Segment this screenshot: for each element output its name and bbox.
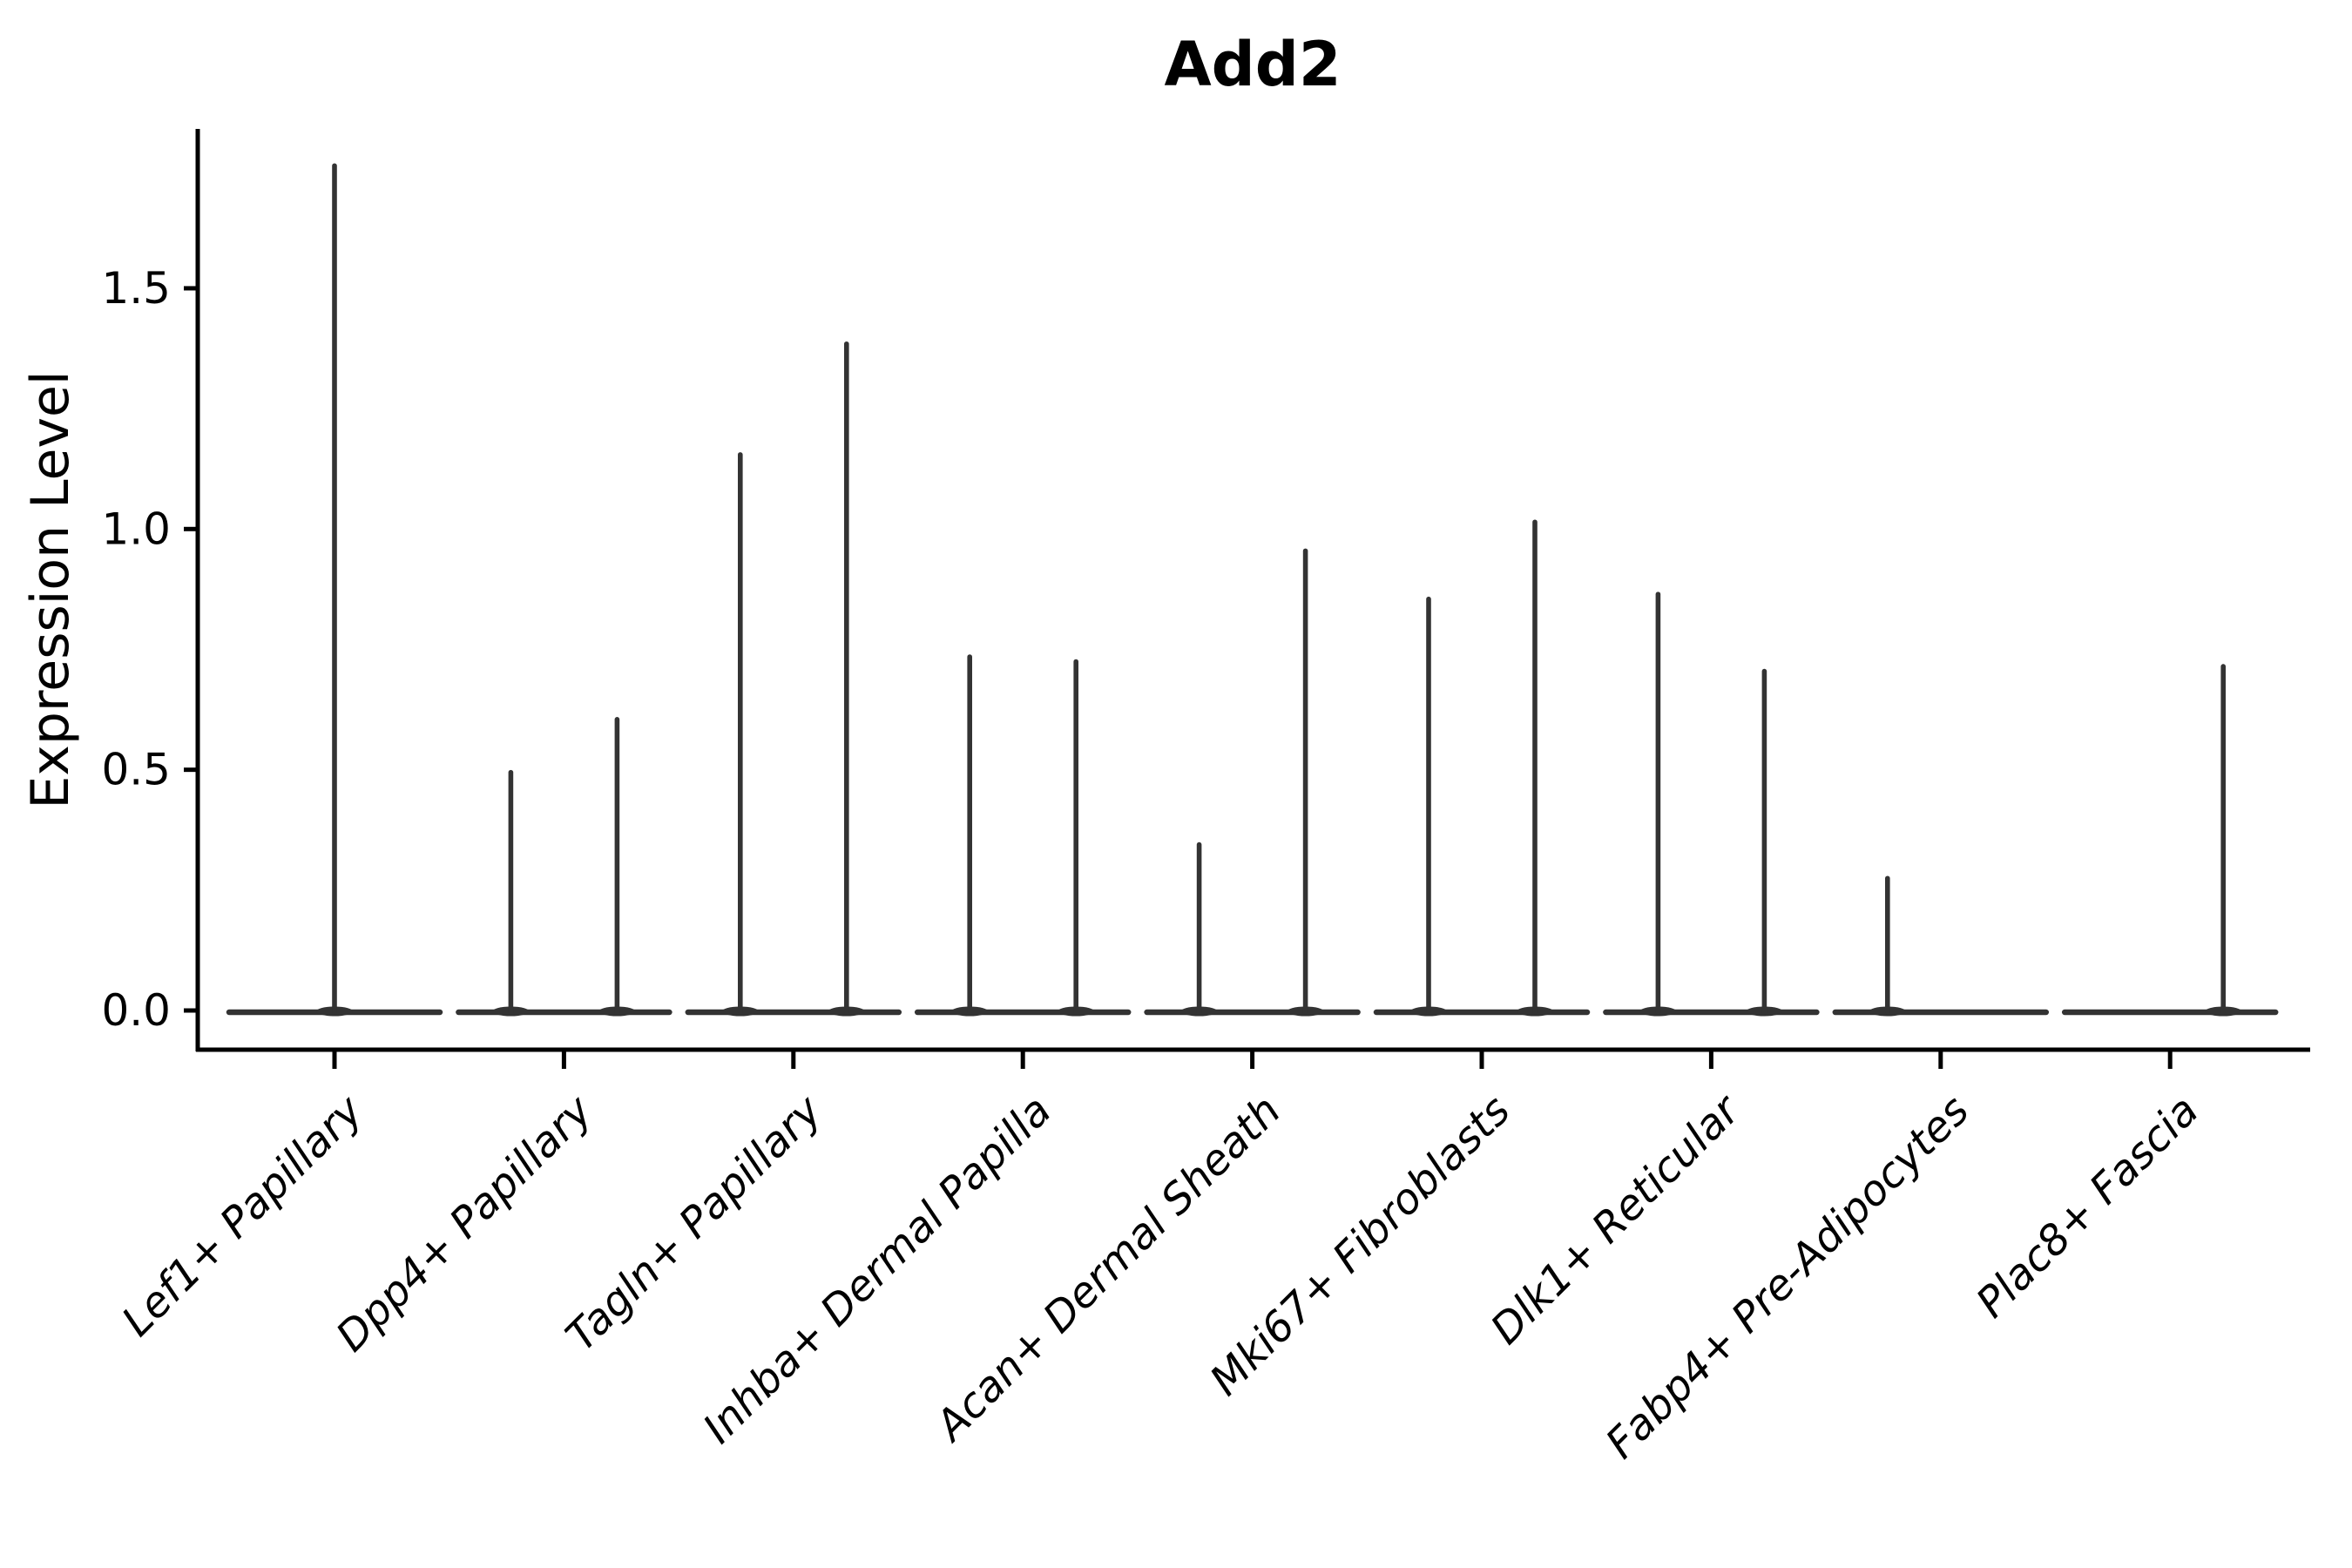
x-tick-label: Fabp4+ Pre-Adipocytes [1597,1086,1979,1469]
x-tick-label: Dpp4+ Papillary [327,1085,602,1361]
y-axis-label: Expression Level [20,370,81,808]
violins [226,163,2279,1017]
x-tick-label: Lef1+ Papillary [112,1085,373,1346]
y-ticks: 0.0 0.5 1.0 1.5 [101,263,198,1036]
chart-title: Add2 [1164,29,1341,100]
y-tick-label: 1.0 [101,504,171,554]
x-tick-label: Tagln+ Papillary [557,1085,832,1361]
y-tick-label: 0.5 [101,745,171,795]
x-tick-label: Dlk1+ Reticular [1482,1085,1752,1355]
x-tick-label: Plac8+ Fascia [1967,1086,2208,1328]
y-tick-label: 1.5 [101,263,171,314]
y-axis: 0.0 0.5 1.0 1.5 Expression Level [20,129,200,1051]
y-tick-label: 0.0 [101,985,171,1036]
x-ticks [332,1050,2173,1069]
